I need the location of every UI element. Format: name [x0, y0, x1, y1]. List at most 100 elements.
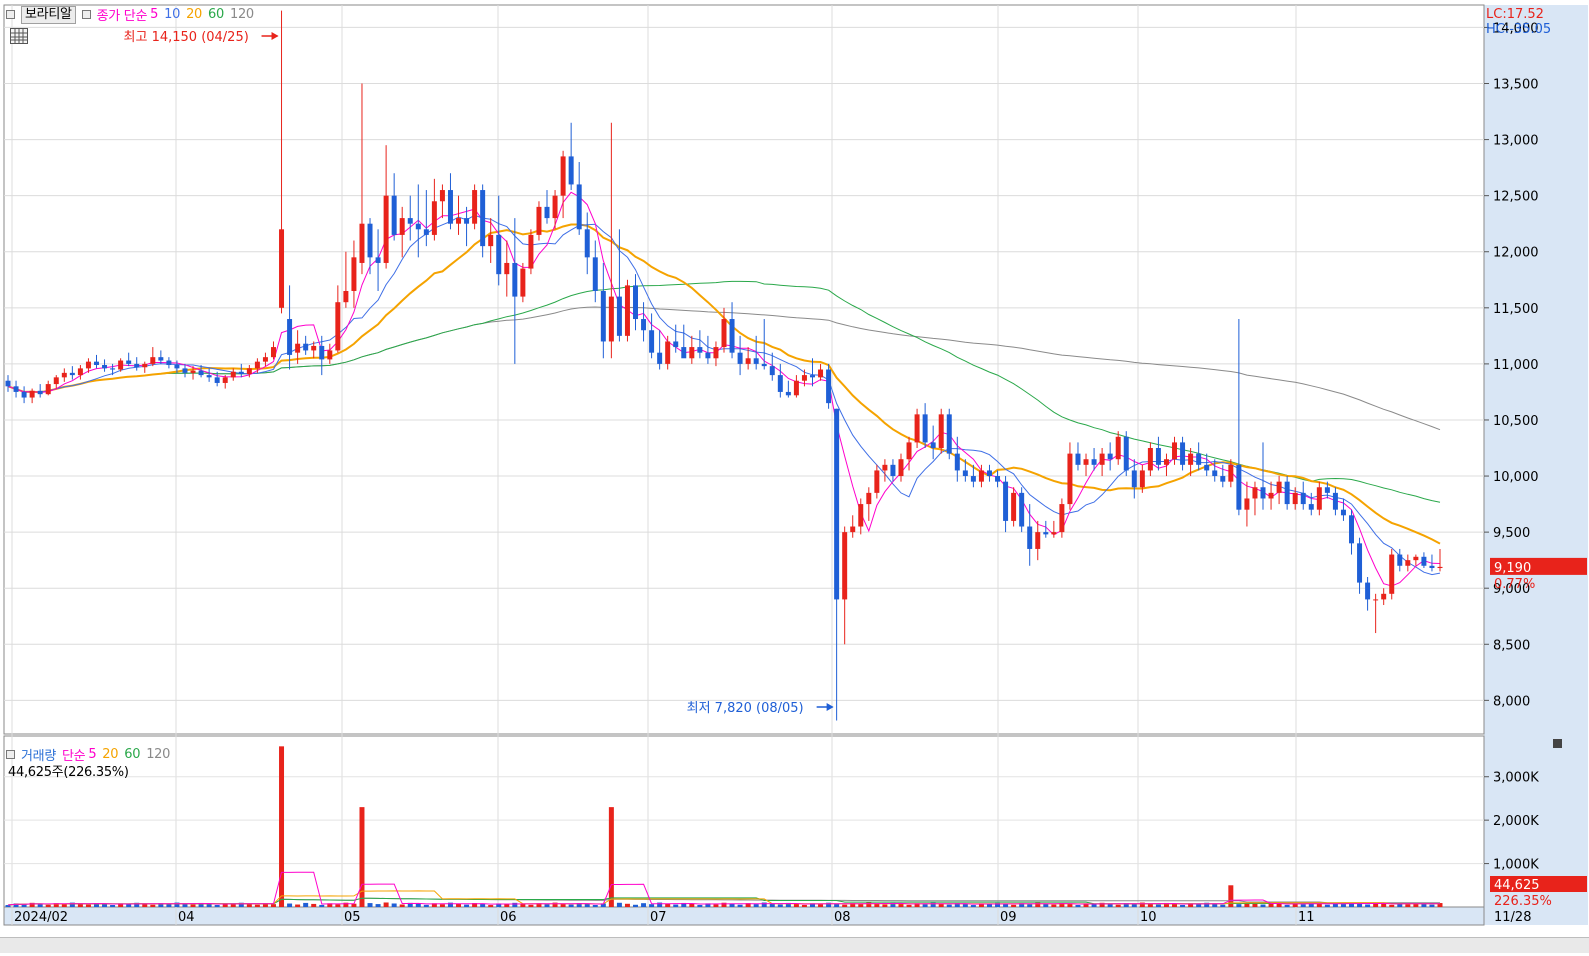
candle-body	[673, 341, 679, 348]
candle-body	[1204, 464, 1210, 471]
volume-bar	[649, 904, 655, 907]
price-toggle[interactable]	[81, 10, 91, 19]
vol-ma60-label: 60	[124, 747, 141, 762]
volume-bar	[311, 903, 317, 907]
volume-bar	[1340, 904, 1346, 907]
volume-bar	[737, 904, 743, 907]
x-tick-label: 09	[1000, 910, 1017, 925]
candle-body	[254, 361, 260, 369]
volume-bar	[641, 903, 647, 907]
x-tick-label: 04	[178, 910, 195, 925]
volume-bar	[1292, 903, 1298, 907]
volume-bar	[134, 902, 140, 907]
candle-body	[1437, 566, 1443, 569]
volume-bar	[866, 902, 872, 907]
candle-body	[447, 190, 453, 224]
volume-bar	[1003, 903, 1009, 907]
candle-body	[222, 377, 228, 383]
volume-badge-pct: 226.35%	[1494, 894, 1552, 909]
volume-bar	[745, 903, 751, 907]
candle-body	[367, 223, 373, 258]
candle-body	[560, 156, 566, 196]
volume-bar	[190, 904, 196, 907]
volume-bar	[729, 903, 735, 907]
volume-bar	[1196, 904, 1202, 907]
candle-body	[1324, 487, 1330, 493]
stock-name-button[interactable]: 보라티알	[21, 5, 76, 24]
candle-body	[1011, 492, 1017, 521]
vol-ma120-label: 120	[146, 747, 171, 762]
volume-bar	[978, 903, 984, 907]
candle-body	[737, 352, 743, 364]
volume-bar	[359, 807, 365, 907]
volume-label: 거래량	[21, 749, 56, 764]
legend-toggle[interactable]	[6, 10, 15, 19]
volume-bar	[367, 903, 373, 907]
candle-body	[592, 257, 598, 291]
candle-body	[1276, 481, 1282, 493]
candle-body	[512, 262, 518, 297]
volume-bar	[456, 903, 462, 907]
volume-bar	[166, 904, 172, 907]
candle-body	[898, 459, 904, 477]
candle-body	[721, 319, 727, 348]
candle-body	[697, 347, 703, 353]
volume-bar	[681, 902, 687, 907]
price-tick-label: 10,000	[1493, 470, 1539, 485]
volume-bar	[1349, 902, 1354, 907]
scroll-strip[interactable]	[0, 937, 1589, 953]
volume-bar	[198, 902, 204, 907]
price-tick-label: 14,000	[1493, 21, 1539, 36]
volume-bar	[705, 903, 711, 907]
volume-bar	[858, 904, 864, 907]
volume-legend: 거래량 단순 5 20 60 120	[6, 745, 170, 764]
volume-bar	[761, 902, 767, 907]
volume-bar	[1413, 902, 1419, 907]
volume-bar	[102, 904, 108, 907]
candle-body	[858, 504, 864, 527]
price-tick-label: 9,500	[1493, 526, 1530, 541]
volume-bar	[882, 904, 888, 907]
volume-bar	[327, 903, 333, 907]
volume-pane	[3, 735, 1485, 908]
volume-bar	[423, 904, 429, 907]
volume-bar	[1035, 902, 1041, 907]
volume-bar	[37, 903, 43, 907]
volume-bar	[616, 902, 622, 907]
volume-bar	[61, 904, 67, 907]
candle-body	[633, 285, 638, 320]
volume-bar	[689, 903, 695, 907]
volume-toggle[interactable]	[6, 750, 15, 759]
candle-body	[303, 343, 309, 351]
candle-body	[69, 372, 75, 376]
volume-bar	[431, 903, 437, 907]
volume-bar	[1244, 902, 1250, 907]
volume-bar	[1155, 904, 1161, 907]
lc-label: LC:17.52	[1486, 7, 1544, 22]
candle-body	[391, 195, 397, 235]
vol-ma5-line	[7, 871, 1440, 906]
volume-bar	[624, 903, 630, 907]
candle-body	[1067, 453, 1073, 505]
candle-body	[761, 363, 767, 367]
candle-body	[576, 184, 582, 230]
price-tick-label: 12,500	[1493, 190, 1539, 205]
candle-body	[1405, 560, 1411, 566]
volume-bar	[1131, 904, 1137, 907]
x-tick-label: 2024/02	[14, 910, 68, 925]
volume-bar	[1437, 903, 1443, 907]
volume-bar	[520, 903, 526, 907]
candle-body	[930, 442, 936, 449]
volume-bar	[1300, 904, 1306, 907]
volume-bar	[528, 904, 534, 907]
y-axis-panel	[1484, 5, 1588, 925]
price-badge-value: 9,190	[1494, 561, 1531, 576]
candle-body	[246, 368, 252, 374]
table-icon[interactable]	[10, 28, 28, 44]
candle-body	[166, 360, 172, 366]
volume-bar	[1123, 903, 1129, 907]
ma5-label: 5	[150, 7, 159, 22]
candle-body	[488, 234, 494, 247]
volume-bar	[1252, 903, 1258, 907]
price-legend: 보라티알 종가 단순 5 10 20 60 120	[6, 5, 254, 24]
